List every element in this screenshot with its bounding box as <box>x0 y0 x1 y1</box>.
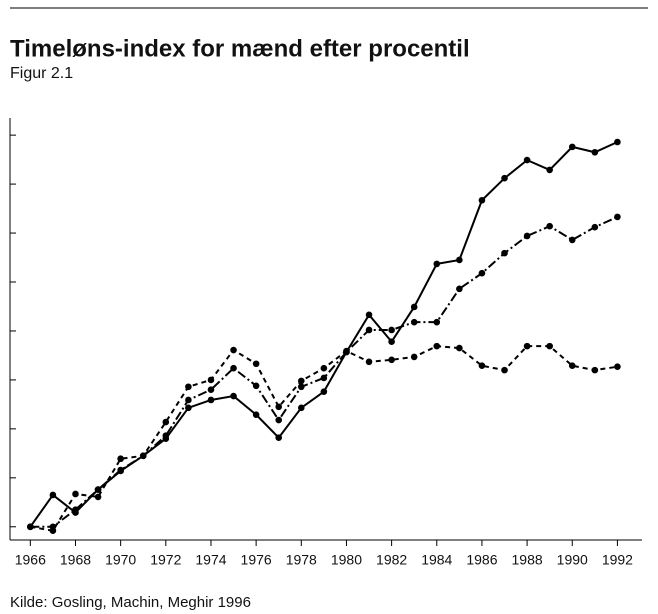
x-tick-label: 1990 <box>557 552 588 568</box>
data-point <box>27 523 34 531</box>
data-point <box>365 311 373 319</box>
data-point <box>117 455 124 463</box>
data-point <box>614 138 621 146</box>
data-point <box>320 374 328 382</box>
x-tick-label: 1978 <box>286 552 317 568</box>
source: Kilde: Gosling, Machin, Meghir 1996 <box>10 594 251 611</box>
series-line <box>30 215 618 528</box>
data-point <box>591 366 599 374</box>
data-point <box>523 156 531 164</box>
data-point <box>410 303 418 311</box>
data-point <box>320 364 328 372</box>
x-tick-label: 1972 <box>150 552 181 568</box>
data-point <box>49 491 57 499</box>
data-point <box>49 527 57 534</box>
data-point <box>275 434 283 441</box>
data-point <box>456 256 463 264</box>
series-line <box>30 345 618 532</box>
data-point <box>591 148 599 156</box>
data-point <box>162 418 170 426</box>
data-point <box>546 222 553 230</box>
data-point <box>501 249 508 257</box>
data-point <box>456 344 463 352</box>
data-point <box>297 383 305 391</box>
x-tick-label: 1986 <box>466 552 497 568</box>
data-point <box>546 166 553 174</box>
data-point <box>546 342 553 350</box>
data-point <box>478 196 486 204</box>
data-point <box>207 386 215 394</box>
data-point <box>207 396 215 404</box>
data-point <box>410 318 418 326</box>
data-point <box>410 353 418 361</box>
data-point <box>433 318 441 326</box>
data-point <box>523 232 531 240</box>
data-point <box>320 388 328 395</box>
data-point <box>230 364 237 372</box>
x-tick-label: 1992 <box>602 552 633 568</box>
data-point <box>94 486 102 493</box>
data-point <box>162 432 170 440</box>
x-tick-label: 1966 <box>15 552 46 568</box>
data-point <box>388 338 395 346</box>
data-point <box>433 260 441 268</box>
data-point <box>456 285 463 293</box>
x-tick-label: 1982 <box>376 552 407 568</box>
data-point <box>388 326 395 334</box>
x-tick-label: 1976 <box>241 552 272 568</box>
data-point <box>568 236 576 244</box>
data-point <box>297 377 305 385</box>
data-point <box>591 223 599 231</box>
data-point <box>568 143 576 151</box>
data-point <box>230 392 237 400</box>
chart-title: Timeløns-index for mænd efter procentil <box>10 35 470 62</box>
data-point <box>343 347 350 355</box>
x-tick-label: 1974 <box>195 552 226 568</box>
x-tick-label: 1970 <box>105 552 136 568</box>
x-tick-label: 1984 <box>421 552 452 568</box>
data-point <box>72 506 79 513</box>
data-point <box>297 404 305 412</box>
data-point <box>365 358 373 366</box>
data-point <box>230 346 237 354</box>
data-point <box>523 342 531 350</box>
data-point <box>185 383 192 391</box>
data-point <box>139 452 147 460</box>
data-point <box>501 174 508 182</box>
data-point <box>501 366 508 374</box>
data-point <box>478 269 486 277</box>
data-point <box>185 404 192 412</box>
data-point <box>252 411 260 418</box>
data-point <box>207 376 215 384</box>
x-tick-label: 1968 <box>60 552 91 568</box>
data-point <box>252 360 260 368</box>
data-point <box>433 342 441 350</box>
x-tick-label: 1988 <box>512 552 543 568</box>
data-point <box>275 403 283 411</box>
data-point <box>117 466 124 474</box>
data-point <box>614 213 621 221</box>
data-point <box>478 362 486 370</box>
data-point <box>568 362 576 370</box>
data-point <box>185 396 192 404</box>
data-point <box>365 326 373 334</box>
data-point <box>252 382 260 390</box>
data-point <box>614 363 621 370</box>
data-point <box>275 416 283 424</box>
data-point <box>94 493 102 501</box>
chart-subtitle: Figur 2.1 <box>10 65 73 82</box>
data-point <box>388 356 395 364</box>
data-point <box>72 490 79 498</box>
x-tick-label: 1980 <box>331 552 362 568</box>
